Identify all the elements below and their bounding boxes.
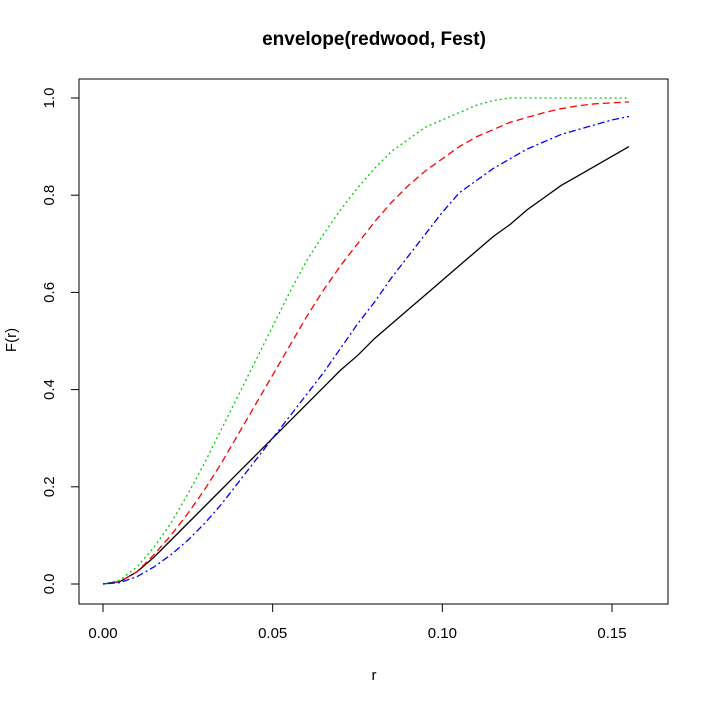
- y-tick-label: 1.0: [41, 88, 58, 109]
- plot-frame: [78, 78, 669, 605]
- x-tick-label: 0.15: [597, 625, 626, 642]
- y-tick-label: 0.2: [41, 476, 58, 497]
- x-tick-label: 0.05: [258, 625, 287, 642]
- series-line-upper-dotted-curve: [102, 97, 629, 585]
- series-line-upper-dashed-curve: [102, 101, 630, 585]
- y-tick-label: 0.4: [41, 379, 58, 400]
- x-axis: 0.00 0.05 0.10 0.15: [88, 603, 627, 642]
- series-line-observed-curve: [102, 146, 630, 585]
- x-axis-label: r: [372, 667, 377, 684]
- y-tick-label: 0.6: [41, 282, 58, 303]
- y-axis: 0.0 0.2 0.4 0.6 0.8 1.0: [41, 88, 80, 595]
- series-layer: [102, 97, 630, 585]
- y-tick-label: 0.0: [41, 574, 58, 595]
- x-tick-label: 0.10: [428, 625, 457, 642]
- y-tick-label: 0.8: [41, 185, 58, 206]
- chart-title: envelope(redwood, Fest): [262, 29, 486, 50]
- x-tick-label: 0.00: [88, 625, 117, 642]
- y-axis-label: F(r): [3, 328, 20, 352]
- series-line-lower-dotdash-curve: [102, 115, 630, 585]
